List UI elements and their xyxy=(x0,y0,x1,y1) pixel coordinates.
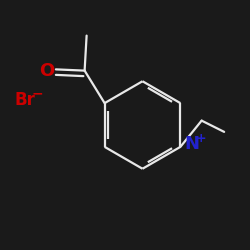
Text: N: N xyxy=(184,136,199,154)
Text: +: + xyxy=(196,132,206,145)
Text: −: − xyxy=(31,86,43,100)
Text: Br: Br xyxy=(14,91,36,109)
Text: O: O xyxy=(39,62,54,80)
